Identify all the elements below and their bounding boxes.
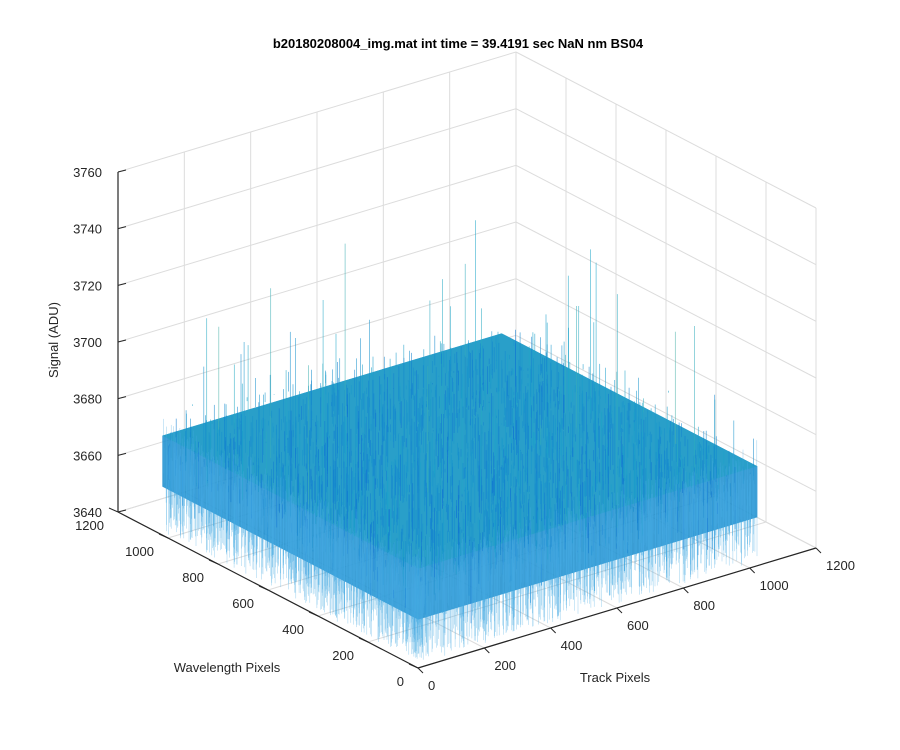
surface-noise (327, 428, 383, 487)
grid-line (515, 278, 817, 436)
x-tick-label: 1200 (826, 558, 855, 573)
surface-noise (218, 326, 676, 444)
y-axis-label: Wavelength Pixels (174, 660, 281, 675)
y-tick-mark (408, 663, 419, 669)
surface-noise (345, 353, 609, 508)
surface-noise (192, 397, 574, 525)
x-tick-mark (616, 607, 623, 614)
surface-noise (445, 390, 548, 543)
chart-title: b20180208004_img.mat int time = 39.4191 … (273, 36, 644, 51)
grid-line (117, 108, 517, 230)
z-tick-mark (117, 169, 127, 173)
x-tick-label: 200 (494, 658, 516, 673)
z-tick-label: 3660 (73, 448, 102, 463)
x-tick-label: 800 (693, 598, 715, 613)
grid-line (515, 108, 817, 266)
axis-layer (108, 169, 822, 674)
y-tick-label: 200 (332, 648, 354, 663)
grid-line (117, 221, 517, 343)
surface-noise (361, 435, 390, 527)
surface-noise (515, 392, 624, 480)
z-tick-label: 3680 (73, 392, 102, 407)
z-tick-mark (117, 452, 127, 456)
y-tick-mark (158, 533, 169, 539)
surface-noise (299, 417, 677, 553)
surface-noise (251, 391, 565, 598)
x-tick-label: 1000 (760, 578, 789, 593)
x-tick-label: 600 (627, 618, 649, 633)
surface-fringe (163, 418, 758, 660)
z-tick-mark (117, 509, 127, 513)
x-tick-mark (682, 587, 689, 594)
y-tick-mark (358, 637, 369, 643)
z-tick-label: 3700 (73, 335, 102, 350)
x-tick-label: 0 (428, 678, 435, 693)
y-tick-mark (258, 585, 269, 591)
tick-layer: 0 200 400 600 800 1000 1200 0 200 400 600 800 1000 12… (73, 165, 855, 693)
surface-noise (434, 430, 479, 557)
x-tick-mark (417, 667, 424, 674)
surface-noise (519, 361, 571, 527)
y-tick-label: 0 (397, 674, 404, 689)
z-tick-mark (117, 339, 127, 343)
y-tick-label: 1000 (125, 544, 154, 559)
z-tick-mark (117, 226, 127, 230)
surface-noise (309, 389, 618, 577)
y-tick-mark (108, 507, 119, 513)
grid-line (117, 164, 517, 286)
surface-noise (510, 446, 583, 515)
grid-line (515, 334, 817, 492)
y-tick-label: 600 (232, 596, 254, 611)
surface-noise (264, 381, 708, 560)
surface-noise (393, 436, 569, 599)
surface-noise (388, 346, 530, 510)
z-tick-label: 3760 (73, 165, 102, 180)
x-tick-mark (749, 567, 756, 574)
grid-line (515, 51, 817, 209)
y-tick-label: 400 (282, 622, 304, 637)
x-axis-label: Track Pixels (580, 670, 651, 685)
surface-noise (206, 308, 482, 487)
surface-noise (464, 263, 566, 521)
y-tick-label: 800 (182, 570, 204, 585)
z-tick-label: 3640 (73, 505, 102, 520)
grid-line (515, 164, 817, 322)
surface-noise (229, 359, 628, 552)
surface-noise (558, 438, 659, 510)
y-tick-mark (308, 611, 319, 617)
grid-line (117, 51, 517, 173)
x-tick-mark (483, 647, 490, 654)
z-tick-mark (117, 396, 127, 400)
surface-layer (162, 220, 758, 660)
x-tick-mark (550, 627, 557, 634)
y-tick-mark (208, 559, 219, 565)
grid-line (117, 278, 517, 400)
x-tick-label: 400 (561, 638, 583, 653)
surface-noise (266, 431, 560, 499)
surface-noise (247, 345, 613, 484)
x-tick-mark (815, 547, 822, 554)
y-tick-label: 1200 (75, 518, 104, 533)
surface-noise (442, 455, 624, 509)
surface-noise (616, 326, 695, 528)
z-tick-label: 3740 (73, 222, 102, 237)
z-tick-label: 3720 (73, 278, 102, 293)
z-axis-label: Signal (ADU) (46, 302, 61, 378)
surface-noise (241, 249, 591, 501)
z-tick-mark (117, 282, 127, 286)
grid-line (515, 221, 817, 379)
